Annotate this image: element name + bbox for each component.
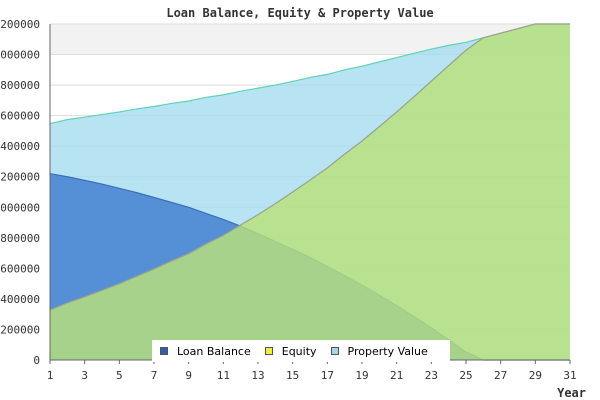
legend-label-property-value: Property Value: [347, 344, 428, 358]
chart-legend: Loan Balance Equity Property Value: [152, 340, 450, 362]
x-tick-label-11: 23: [425, 369, 438, 382]
y-tick-label-4: 800000: [0, 232, 40, 245]
x-axis-label: Year: [557, 386, 586, 400]
y-tick-label-3: 600000: [0, 262, 40, 275]
legend-label-equity: Equity: [281, 344, 317, 358]
series-area-equity: [50, 24, 570, 360]
x-tick-label-12: 25: [459, 369, 472, 382]
x-tick-label-5: 11: [217, 369, 230, 382]
y-tick-label-1: 200000: [0, 323, 40, 336]
x-tick-label-14: 29: [529, 369, 542, 382]
x-tick-label-4: 9: [185, 369, 192, 382]
x-tick-label-2: 5: [116, 369, 123, 382]
legend-item-property-value: Property Value: [330, 344, 428, 358]
chart-title: Loan Balance, Equity & Property Value: [166, 6, 434, 20]
legend-label-loan-balance: Loan Balance: [177, 344, 251, 358]
legend-swatch-property-value: [330, 347, 339, 355]
x-tick-label-9: 19: [355, 369, 368, 382]
y-tick-label-7: 400000: [0, 140, 40, 153]
y-tick-label-6: 200000: [0, 171, 40, 184]
x-tick-label-0: 1: [47, 369, 54, 382]
x-tick-label-8: 17: [321, 369, 334, 382]
x-tick-label-10: 21: [390, 369, 403, 382]
y-tick-label-8: 600000: [0, 110, 40, 123]
y-tick-label-11: 1200000: [0, 18, 40, 31]
legend-item-loan-balance: Loan Balance: [160, 345, 251, 358]
x-tick-label-13: 27: [494, 369, 507, 382]
y-tick-label-10: 1000000: [0, 49, 40, 62]
series-line-equity: [49, 23, 570, 311]
legend-item-equity: Equity: [264, 344, 317, 358]
y-tick-label-2: 400000: [0, 293, 40, 306]
x-tick-label-7: 15: [286, 369, 299, 382]
x-tick-label-15: 31: [563, 369, 576, 382]
x-tick-label-3: 7: [151, 369, 158, 382]
x-tick-label-6: 13: [251, 369, 264, 382]
legend-swatch-equity: [264, 347, 273, 355]
y-tick-label-0: 0: [33, 354, 40, 367]
y-tick-label-5: 1000000: [0, 201, 40, 214]
legend-swatch-loan-balance: [160, 347, 168, 355]
x-tick-label-1: 3: [81, 369, 88, 382]
y-tick-label-9: 800000: [0, 79, 40, 92]
